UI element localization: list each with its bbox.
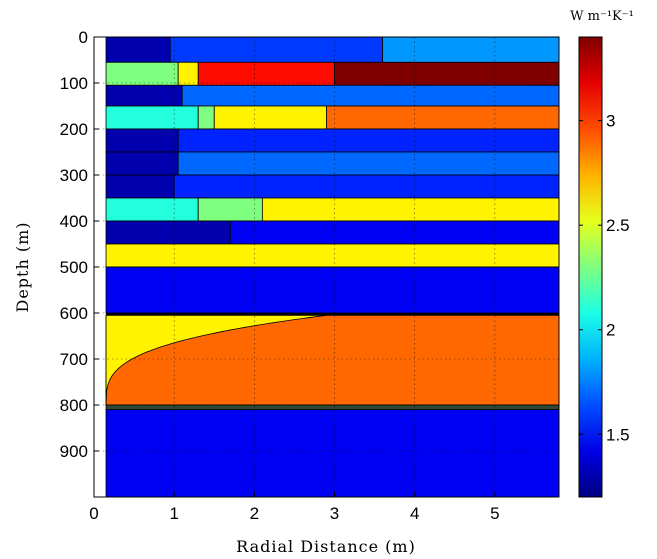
y-tick-label: 400 [60, 212, 88, 231]
layer-0-segment-2 [382, 37, 559, 63]
y-axis-label: Depth (m) [13, 221, 32, 312]
x-tick-label: 0 [89, 504, 98, 523]
y-axis-ticks: 0 100 200 300 400 500 600 700 800 900 [60, 28, 99, 461]
x-axis-ticks: 0 1 2 3 4 5 [89, 492, 500, 523]
x-tick-label: 5 [490, 504, 499, 523]
layer-3-segment-0 [105, 105, 199, 130]
x-tick-label: 3 [330, 504, 339, 523]
layer-3-segment-3 [326, 105, 559, 130]
layer-10-segment-0 [105, 266, 559, 314]
y-tick-label: 100 [60, 74, 88, 93]
y-tick-label: 0 [79, 28, 88, 47]
layer-6-segment-0 [105, 174, 175, 199]
layer-9-segment-0 [105, 243, 559, 268]
y-tick-label: 600 [60, 304, 88, 323]
y-tick-label: 700 [60, 350, 88, 369]
transition-zone-contour [105, 314, 327, 406]
layer-3-segment-1 [197, 105, 215, 130]
x-tick-label: 1 [169, 504, 178, 523]
layer-12-segment-0 [105, 409, 559, 497]
colorbar-tick-label: 2 [606, 321, 615, 340]
y-tick-label: 500 [60, 258, 88, 277]
well-strip [94, 37, 107, 497]
layer-7-segment-0 [105, 197, 199, 222]
layer-0-segment-1 [169, 37, 384, 63]
layer-3-segment-2 [213, 105, 327, 130]
x-tick-label: 4 [410, 504, 419, 523]
layer-7-segment-1 [197, 197, 263, 222]
layer-8-segment-0 [105, 220, 231, 245]
layer-2-segment-1 [181, 84, 559, 107]
layer-1-segment-1 [177, 61, 199, 86]
layer-2-segment-0 [105, 84, 183, 107]
y-tick-label: 800 [60, 396, 88, 415]
layer-8-segment-1 [229, 220, 559, 245]
layer-4-segment-1 [177, 128, 559, 153]
colorbar-tick-label: 2.5 [606, 216, 630, 235]
grid-lines [94, 37, 559, 497]
layer-1-segment-3 [334, 61, 559, 86]
layer-5-segment-0 [105, 151, 179, 176]
layer-1-segment-0 [105, 61, 179, 86]
colorbar-tick-label: 3 [606, 112, 615, 131]
y-tick-label: 900 [60, 442, 88, 461]
x-axis-label: Radial Distance (m) [236, 537, 416, 556]
y-tick-label: 200 [60, 120, 88, 139]
separator-600 [106, 313, 559, 316]
colorbar-tick-label: 1.5 [606, 425, 630, 444]
x-tick-label: 2 [250, 504, 259, 523]
colorbar: 1.5 2 2.5 3 [578, 36, 630, 498]
y-tick-label: 300 [60, 166, 88, 185]
layer-4-segment-0 [105, 128, 179, 153]
layer-0-segment-0 [105, 37, 171, 63]
layer-6-segment-1 [173, 174, 559, 199]
layer-1-segment-2 [197, 61, 335, 86]
layer-bands [94, 37, 559, 497]
layer-7-segment-2 [261, 197, 559, 222]
colorbar-label: W m⁻¹K⁻¹ [570, 9, 634, 24]
colorbar-gradient [578, 36, 603, 498]
layer-5-segment-1 [177, 151, 559, 176]
